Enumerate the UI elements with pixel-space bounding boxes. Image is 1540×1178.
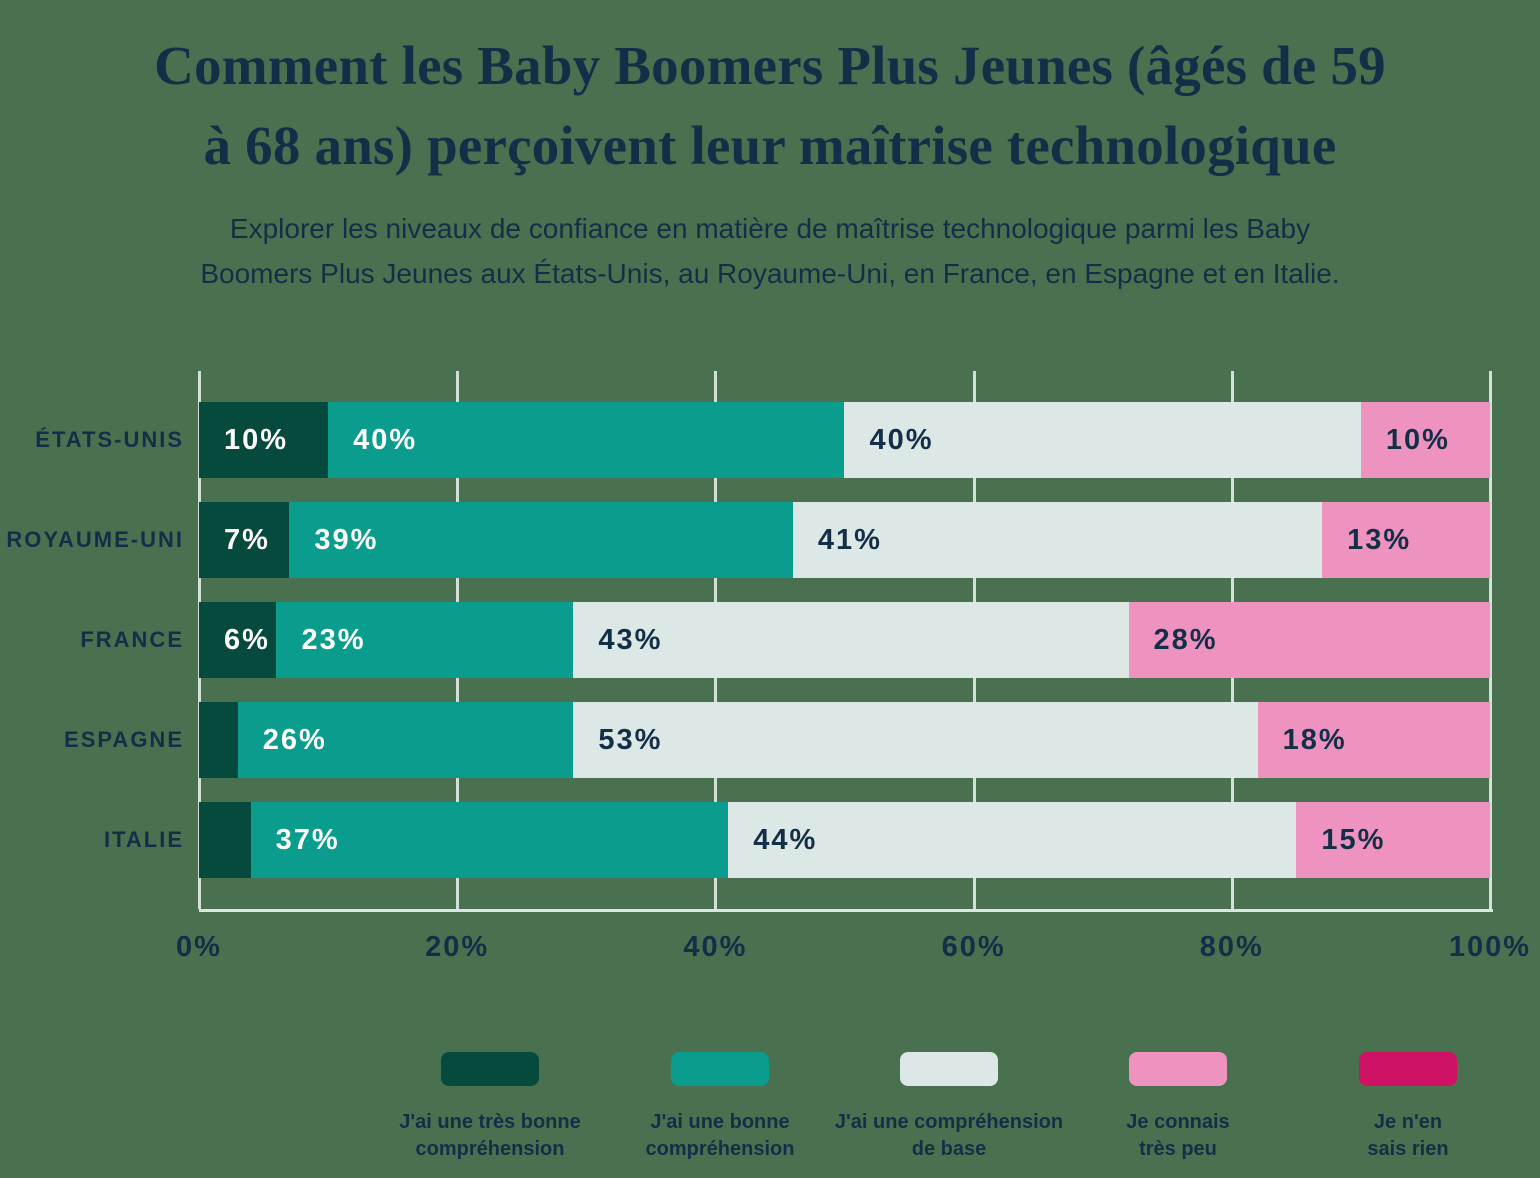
bar-segment-label: 13% — [1347, 523, 1412, 556]
bar-segment: 43% — [573, 602, 1129, 678]
bar-row-1: 10% 40% 40% 10% — [199, 402, 1490, 478]
legend-label: Je connais très peu — [1126, 1109, 1229, 1163]
bar-segment: 15% — [1296, 802, 1490, 878]
bar-segment: 40% — [844, 402, 1361, 478]
bar-segment-label: 6% — [224, 623, 270, 656]
legend-label-line: J'ai une compréhension — [834, 1111, 1064, 1133]
bar-segment: 40% — [328, 402, 845, 478]
chart-title-line2: à 68 ans) perçoivent leur maîtrise techn… — [203, 115, 1337, 176]
x-tick-label-20pct: 20% — [425, 931, 490, 963]
x-tick-label-60pct: 60% — [941, 931, 1006, 963]
bar-segment-label: 37% — [275, 823, 340, 856]
bar-segment: 23% — [276, 602, 574, 678]
bar-segment-label: 39% — [314, 523, 379, 556]
bar-segment: 10% — [1360, 402, 1490, 478]
bar-segment: 53% — [573, 702, 1258, 778]
legend-item-1: J'ai une très bonne compréhension — [370, 1052, 610, 1163]
category-label-5: ITALIE — [103, 827, 184, 852]
legend-label-line: Je n'en — [1373, 1111, 1443, 1133]
legend-label-line: compréhension — [645, 1138, 795, 1160]
bar-segment: 41% — [792, 502, 1323, 578]
legend-label: J'ai une bonne compréhension — [646, 1109, 795, 1163]
category-label-3: FRANCE — [80, 627, 184, 652]
legend-label-line: Je connais — [1126, 1111, 1230, 1133]
bar-segment-label: 43% — [598, 623, 663, 656]
bar-segment-label: 7% — [224, 523, 270, 556]
bar-segment: 10% — [199, 402, 329, 478]
legend-label: J'ai une compréhension de base — [835, 1109, 1063, 1163]
bar-segment-label: 40% — [869, 423, 934, 456]
legend-label-line: compréhension — [415, 1138, 565, 1160]
bar-segment: 18% — [1257, 702, 1490, 778]
legend-swatch — [671, 1052, 769, 1086]
legend-item-4: Je connais très peu — [1058, 1052, 1298, 1163]
legend-swatch — [1359, 1052, 1457, 1086]
bar-segment-label: 40% — [353, 423, 418, 456]
bar-row-5: 37% 44% 15% — [199, 802, 1490, 878]
bar-segment: 44% — [728, 802, 1297, 878]
chart-subtitle-line2: Boomers Plus Jeunes aux États-Unis, au R… — [200, 258, 1340, 289]
bar-segment — [199, 702, 238, 778]
chart-title: Comment les Baby Boomers Plus Jeunes (âg… — [0, 26, 1540, 186]
bar-segment-label: 10% — [1385, 423, 1450, 456]
category-label-2: ROYAUME-UNI — [6, 527, 184, 552]
bar-segment-label: 44% — [753, 823, 818, 856]
legend-item-2: J'ai une bonne compréhension — [600, 1052, 840, 1163]
x-tick-label-40pct: 40% — [683, 931, 748, 963]
legend-label-line: J'ai une bonne — [650, 1111, 790, 1133]
legend-swatch — [1129, 1052, 1227, 1086]
legend-label: Je n'en sais rien — [1367, 1109, 1448, 1163]
bar-segment-label: 28% — [1153, 623, 1218, 656]
legend-swatch — [900, 1052, 998, 1086]
bar-row-3: 6% 23% 43% 28% — [199, 602, 1490, 678]
bar-segment-label: 15% — [1321, 823, 1386, 856]
bar-segment: 37% — [250, 802, 729, 878]
category-label-1: ÉTATS-UNIS — [35, 427, 184, 452]
bar-segment: 7% — [199, 502, 290, 578]
legend-label: J'ai une très bonne compréhension — [399, 1109, 580, 1163]
legend-label-line: sais rien — [1367, 1138, 1449, 1160]
x-tick-label-0pct: 0% — [176, 931, 222, 963]
bar-segment-label: 26% — [262, 723, 327, 756]
x-tick-label-80pct: 80% — [1199, 931, 1264, 963]
chart-subtitle: Explorer les niveaux de confiance en mat… — [70, 206, 1470, 296]
x-tick-label-100pct: 100% — [1448, 931, 1532, 963]
bar-segment: 39% — [289, 502, 793, 578]
chart-title-line1: Comment les Baby Boomers Plus Jeunes (âg… — [154, 35, 1386, 96]
legend-label-line: J'ai une très bonne — [399, 1111, 581, 1133]
bar-segment-label: 18% — [1282, 723, 1347, 756]
gridline-100 — [1489, 371, 1492, 909]
bar-segment: 28% — [1128, 602, 1490, 678]
bar-segment-label: 53% — [598, 723, 663, 756]
bar-segment: 13% — [1322, 502, 1490, 578]
bar-segment — [199, 802, 251, 878]
bar-segment: 6% — [199, 602, 277, 678]
legend-label-line: de base — [911, 1138, 987, 1160]
legend-item-3: J'ai une compréhension de base — [829, 1052, 1069, 1163]
bar-row-2: 7% 39% 41% 13% — [199, 502, 1490, 578]
bar-row-4: 26% 53% 18% — [199, 702, 1490, 778]
legend-label-line: très peu — [1139, 1138, 1217, 1160]
x-axis-line — [199, 909, 1493, 912]
bar-segment: 26% — [237, 702, 574, 778]
bar-segment-label: 41% — [817, 523, 882, 556]
bar-segment-label: 10% — [224, 423, 289, 456]
bar-segment-label: 23% — [301, 623, 366, 656]
legend-swatch — [441, 1052, 539, 1086]
category-label-4: ESPAGNE — [64, 727, 184, 752]
chart-subtitle-line1: Explorer les niveaux de confiance en mat… — [229, 213, 1311, 244]
legend-item-5: Je n'en sais rien — [1288, 1052, 1528, 1163]
